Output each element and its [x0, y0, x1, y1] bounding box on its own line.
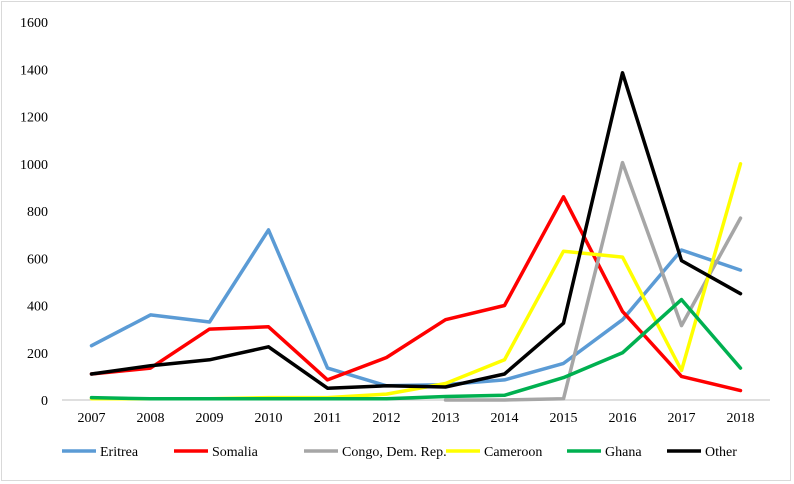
x-tick-label: 2018	[727, 411, 755, 426]
x-tick-label: 2014	[491, 411, 519, 426]
legend-item-somalia: Somalia	[174, 445, 259, 460]
x-tick-label: 2011	[314, 411, 341, 426]
y-tick-label: 1400	[20, 63, 48, 78]
x-tick-label: 2012	[373, 411, 401, 426]
x-tick-label: 2010	[255, 411, 283, 426]
legend-label: Congo, Dem. Rep.	[342, 445, 447, 460]
legend-label: Somalia	[212, 445, 259, 460]
y-tick-labels: 0 200 400 600 800 1000 1200 1400 1600	[20, 16, 48, 409]
x-tick-label: 2015	[550, 411, 578, 426]
y-tick-label: 1600	[20, 16, 48, 31]
y-tick-label: 200	[27, 347, 48, 362]
legend: Eritrea Somalia Congo, Dem. Rep. Cameroon Gh…	[62, 445, 737, 460]
legend-label: Cameroon	[484, 445, 542, 460]
legend-item-ghana: Ghana	[567, 445, 642, 460]
legend-item-other: Other	[667, 445, 737, 460]
y-tick-label: 600	[27, 252, 48, 267]
series-line-other	[89, 71, 743, 390]
y-tick-label: 0	[41, 394, 48, 409]
series-line-congo-dem-rep	[443, 160, 743, 402]
x-tick-label: 2009	[196, 411, 224, 426]
y-tick-label: 800	[27, 205, 48, 220]
legend-label: Other	[705, 445, 737, 460]
x-tick-label: 2007	[78, 411, 106, 426]
x-tick-label: 2016	[609, 411, 637, 426]
legend-item-eritrea: Eritrea	[62, 445, 139, 460]
legend-item-congo-dem-rep: Congo, Dem. Rep.	[304, 445, 447, 460]
x-tick-labels: 2007 2008 2009 2010 2011 2012 2013 2014 2015 2016…	[78, 411, 755, 426]
legend-item-cameroon: Cameroon	[446, 445, 542, 460]
x-tick-label: 2017	[668, 411, 696, 426]
x-tick-label: 2013	[432, 411, 460, 426]
y-tick-label: 1000	[20, 158, 48, 173]
series-line-ghana	[89, 297, 743, 401]
y-tick-label: 400	[27, 300, 48, 315]
y-tick-label: 1200	[20, 111, 48, 126]
legend-label: Eritrea	[100, 445, 139, 460]
series-lines	[89, 71, 743, 402]
x-tick-label: 2008	[137, 411, 165, 426]
legend-label: Ghana	[605, 445, 642, 460]
series-line-somalia	[89, 195, 743, 393]
